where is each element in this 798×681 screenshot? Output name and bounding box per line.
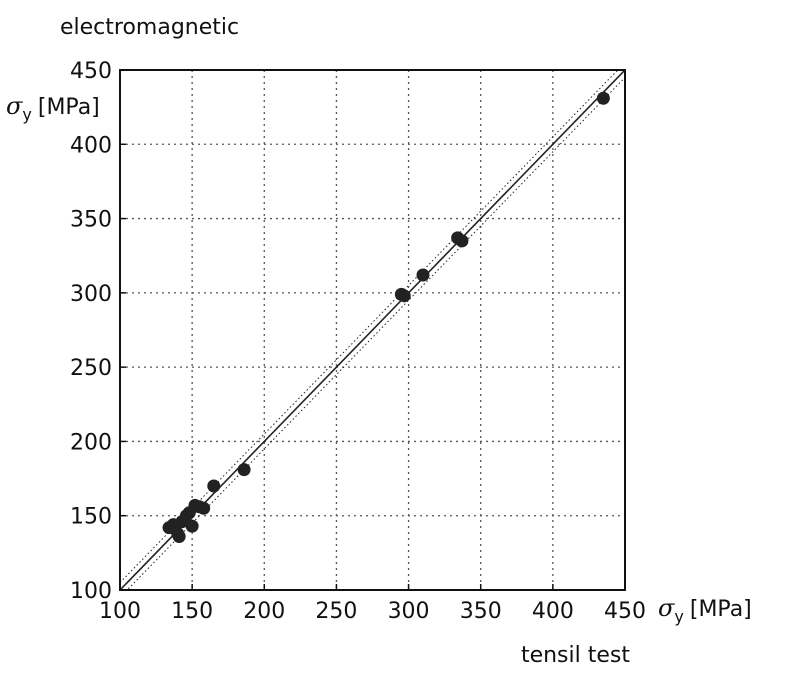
y-tick-label: 250 (70, 356, 112, 381)
x-tick-label: 350 (460, 599, 502, 624)
y-tick-label: 200 (70, 430, 112, 455)
x-axis-label-unit: [MPa] (690, 597, 752, 622)
x-axis-label: σy [MPa] (658, 594, 752, 626)
x-axis-title: tensil test (521, 643, 630, 668)
x-tick-label: 100 (99, 599, 141, 624)
data-point (197, 501, 211, 515)
y-axis-label: σy [MPa] (6, 92, 100, 124)
x-axis-label-symbol: σ (658, 594, 675, 622)
data-point (185, 519, 199, 533)
data-point (237, 463, 251, 477)
y-tick-label: 150 (70, 505, 112, 530)
x-tick-label: 150 (171, 599, 213, 624)
x-tick-label: 450 (604, 599, 646, 624)
x-axis-label-subscript: y (674, 607, 683, 626)
y-tick-label: 100 (70, 579, 112, 604)
plot-frame (119, 69, 626, 591)
plot-area: 100 150 200 250 300 350 400 450 100 150 200 250 300 3… (70, 59, 646, 624)
x-tick-label: 200 (243, 599, 285, 624)
x-tick-label: 250 (315, 599, 357, 624)
lower-band-line (126, 77, 625, 590)
y-axis-label-symbol: σ (6, 92, 23, 120)
data-point (455, 234, 469, 248)
data-point (416, 268, 430, 282)
x-tick-label: 400 (532, 599, 574, 624)
y-tick-label: 400 (70, 133, 112, 158)
data-point (596, 91, 610, 105)
y-axis-label-unit: [MPa] (38, 95, 100, 120)
y-tick-label: 450 (70, 59, 112, 84)
chart-title: electromagnetic (60, 15, 239, 40)
y-axis-label-subscript: y (22, 105, 31, 124)
data-point (172, 530, 186, 544)
upper-band-line (120, 70, 619, 583)
y-tick-label: 350 (70, 208, 112, 233)
y-tick-label: 300 (70, 282, 112, 307)
data-point (207, 479, 221, 493)
data-point (397, 289, 411, 303)
x-tick-label: 300 (388, 599, 430, 624)
